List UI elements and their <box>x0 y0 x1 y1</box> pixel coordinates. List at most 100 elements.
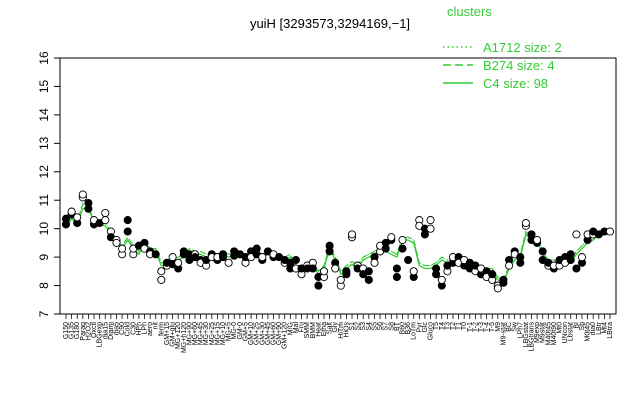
plot-frame <box>59 57 617 315</box>
x-tick-label: MG+45 <box>198 322 205 345</box>
x-tick-label: GM+glu <box>170 322 177 347</box>
data-point <box>347 230 357 239</box>
data-point <box>488 270 497 279</box>
data-point <box>157 267 166 276</box>
x-tick-label: G150 <box>63 322 70 339</box>
data-point <box>392 272 401 282</box>
x-tick-label: Sw <box>512 321 519 332</box>
x-tick-label: BI <box>573 322 580 329</box>
x-tick-label: T4 <box>439 322 446 330</box>
data-point <box>398 235 407 245</box>
x-tick-label: LBGtrans <box>528 322 535 352</box>
data-point <box>101 208 110 218</box>
x-tick-label: C30 <box>130 322 137 335</box>
x-tick-label: S3 <box>360 322 367 331</box>
x-tick-label: ferm <box>158 322 165 336</box>
x-tick-label: UNcon <box>562 322 569 344</box>
data-point <box>516 258 525 267</box>
y-axis: 7 8 9 10 11 12 13 14 15 16 <box>37 51 60 317</box>
y-tick-label: 7 <box>37 310 51 317</box>
data-point <box>437 275 446 284</box>
x-tick-label: S7 <box>383 322 390 331</box>
x-tick-label: aero <box>147 322 154 336</box>
y-tick-label: 16 <box>37 51 51 65</box>
x-tick-label: MG+25 <box>209 322 216 345</box>
x-tick-label: LPh7 <box>517 322 524 338</box>
data-point <box>61 214 71 223</box>
x-tick-label: GM+30 <box>259 322 266 345</box>
data-point <box>392 264 401 273</box>
data-point <box>84 204 93 213</box>
y-tick-label: 15 <box>37 79 51 93</box>
legend-label: A1712 size: 2 <box>483 40 562 55</box>
legend-title: clusters <box>447 4 492 19</box>
data-point <box>67 207 76 216</box>
x-tick-label: Fru <box>299 322 306 333</box>
data-point <box>314 281 323 290</box>
y-tick-label: 10 <box>37 222 51 236</box>
x-tick-label: Diami <box>108 322 115 340</box>
data-point <box>432 270 441 279</box>
x-tick-label: S2 <box>355 322 362 331</box>
x-tick-label: B36 <box>405 322 412 335</box>
x-tick-label: BC <box>506 322 513 332</box>
x-tick-label: Pyr <box>416 321 423 332</box>
data-point <box>493 284 502 293</box>
x-tick-label: HPh <box>136 322 143 336</box>
legend: clusters A1712 size: 2 B274 size: 4 C4 s… <box>443 4 562 91</box>
x-tick-label: GM+60 <box>271 322 278 345</box>
x-tick-label: LBGstat <box>523 322 530 347</box>
data-point <box>420 230 429 239</box>
data-point <box>387 233 396 242</box>
x-tick-label: GM+25 <box>254 322 261 345</box>
x-tick-label: M40t90 <box>551 322 558 345</box>
x-tick-label: Mal <box>293 322 300 334</box>
chart-title: yuiH [3293573,3294169,−1] <box>250 16 410 31</box>
data-point <box>404 255 413 265</box>
x-tick-label: Etha <box>321 322 328 337</box>
data-point <box>325 241 334 250</box>
x-tick-label: LoTm <box>411 322 418 340</box>
x-tick-label: C90 <box>119 322 126 335</box>
x-tick-label: S1 <box>349 322 356 331</box>
data-point <box>521 218 530 228</box>
x-tick-label: GM+15 <box>164 322 171 345</box>
x-tick-label: Cold <box>125 322 132 337</box>
x-tick-label: LBtr <box>596 321 603 335</box>
data-point <box>151 250 160 259</box>
x-tick-label: Sb <box>579 322 586 331</box>
x-tick-label: LPh <box>142 322 149 335</box>
x-tick-label: dia0 <box>590 322 597 335</box>
y-tick-label: 13 <box>37 136 51 150</box>
x-tick-label: MG+5 <box>226 322 233 341</box>
x-tick-label: B60 <box>399 322 406 335</box>
x-tick-label: Heat <box>315 322 322 337</box>
x-tick-label: Oxctl <box>91 322 98 338</box>
data-point <box>499 278 508 287</box>
x-tick-label: MG+30 <box>203 322 210 345</box>
data-points <box>61 190 615 293</box>
data-point <box>224 258 233 267</box>
x-tick-label: T2 <box>450 322 457 330</box>
data-point <box>319 267 329 276</box>
x-tick-label: Gly <box>332 322 339 333</box>
x-tick-label: HiTm <box>338 322 345 339</box>
y-tick-label: 9 <box>37 253 51 260</box>
y-tick-label: 11 <box>37 194 51 207</box>
data-point <box>336 275 345 284</box>
x-tick-label: S4 <box>366 322 373 331</box>
x-tick-label: M/G <box>287 322 294 335</box>
data-point <box>174 258 183 267</box>
data-point <box>73 213 82 222</box>
x-tick-label: T-2 <box>472 322 479 332</box>
legend-label: C4 size: 98 <box>483 76 548 91</box>
x-tick-label: nit <box>153 322 160 329</box>
x-tick-label: SMM <box>304 322 311 339</box>
data-point <box>527 230 536 239</box>
x-tick-label: M9exp <box>534 322 541 343</box>
x-tick-label: Mt0 <box>557 322 564 334</box>
data-point <box>291 255 300 265</box>
x-tick-label: S6 <box>377 322 384 331</box>
data-point <box>409 267 418 276</box>
data-point <box>218 253 228 262</box>
